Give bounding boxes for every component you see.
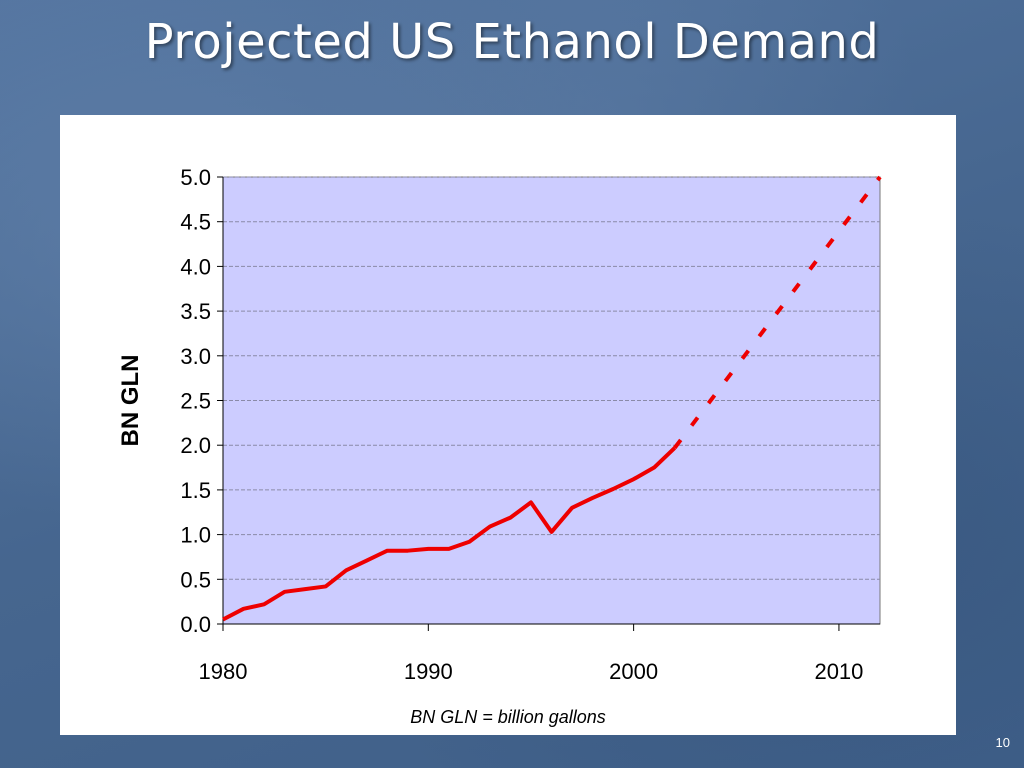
y-tick-label: 5.0	[180, 165, 211, 190]
line-chart: 0.0 0.5 1.0 1.5 2.0 2.5 3.0 3.5 4.0 4.5 5.0 1980 199…	[117, 165, 882, 684]
y-tick-label: 0.5	[180, 567, 211, 592]
y-tick-label: 3.0	[180, 344, 211, 369]
x-tick-label: 2000	[609, 659, 658, 684]
y-tick-label: 3.5	[180, 299, 211, 324]
y-tick-label: 2.0	[180, 433, 211, 458]
historical-demand-line	[222, 446, 677, 622]
y-tick-label: 1.0	[180, 523, 211, 548]
y-tick-label: 4.0	[180, 254, 211, 279]
footnote: BN GLN = billion gallons	[410, 707, 606, 727]
x-tick-label: 1980	[199, 659, 248, 684]
x-tick-label: 2010	[814, 659, 863, 684]
slide-number: 10	[995, 735, 1010, 750]
axes	[217, 176, 880, 631]
slide-title: Projected US Ethanol Demand	[144, 14, 880, 70]
y-tick-label: 2.5	[180, 389, 211, 414]
y-axis-title: BN GLN	[117, 355, 144, 447]
x-tick-label: 1990	[404, 659, 453, 684]
y-tick-label: 1.5	[180, 478, 211, 503]
y-tick-label: 0.0	[180, 612, 211, 637]
y-tick-label: 4.5	[180, 210, 211, 235]
series-lines	[222, 175, 882, 622]
tick-labels: 0.0 0.5 1.0 1.5 2.0 2.5 3.0 3.5 4.0 4.5 5.0 1980 199…	[180, 165, 863, 684]
chart-panel: 0.0 0.5 1.0 1.5 2.0 2.5 3.0 3.5 4.0 4.5 5.0 1980 199…	[60, 115, 956, 735]
projected-demand-line	[673, 175, 882, 450]
